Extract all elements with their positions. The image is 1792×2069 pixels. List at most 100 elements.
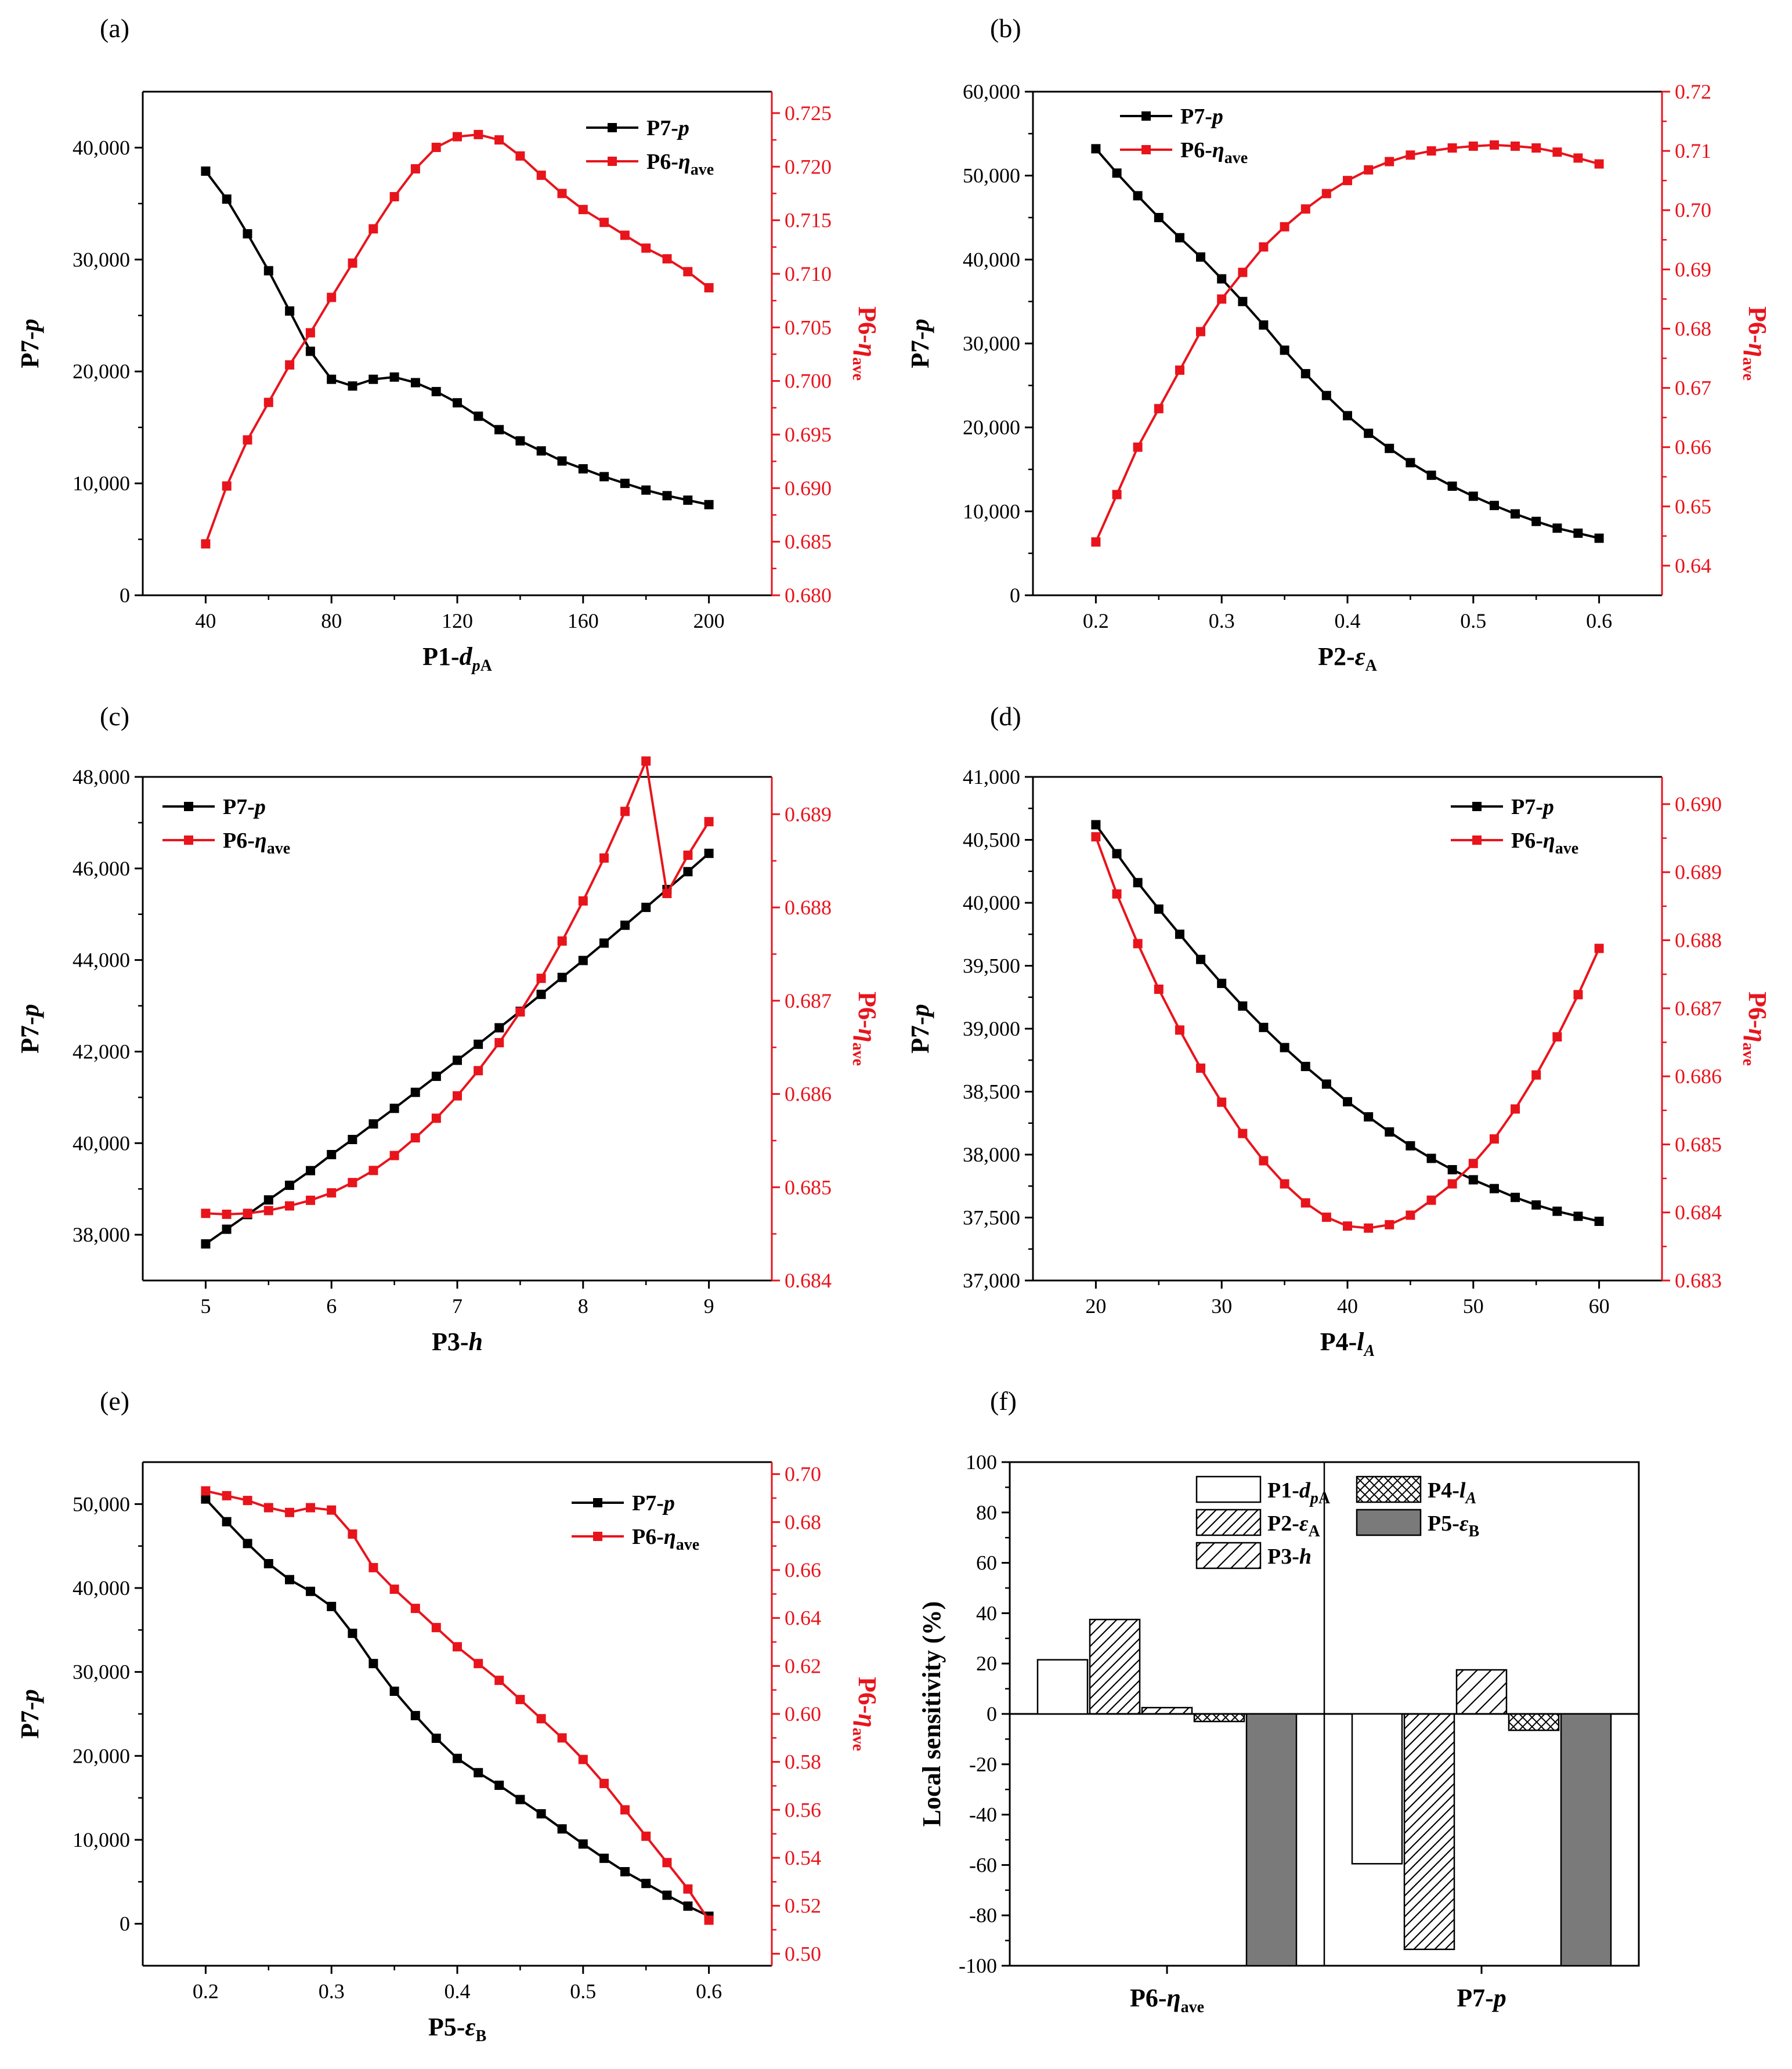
y-right-tick-label: 0.65 bbox=[1675, 495, 1711, 518]
data-point bbox=[1531, 516, 1541, 526]
data-point bbox=[662, 888, 672, 898]
data-point bbox=[348, 381, 357, 391]
x-tick-label: 30 bbox=[1211, 1294, 1232, 1318]
legend-marker bbox=[593, 1498, 602, 1507]
legend-label: P6-ηave bbox=[1511, 829, 1578, 858]
y-right-tick-label: 0.715 bbox=[785, 209, 832, 232]
data-point bbox=[222, 481, 232, 491]
bar bbox=[1141, 1706, 1193, 1715]
data-point bbox=[1385, 1220, 1394, 1229]
data-point bbox=[1385, 157, 1394, 167]
data-point bbox=[1573, 153, 1583, 163]
data-point bbox=[1343, 1221, 1352, 1231]
data-point bbox=[201, 1209, 211, 1218]
data-point bbox=[243, 1539, 252, 1549]
x-tick-label: 0.2 bbox=[193, 1980, 219, 2003]
data-point bbox=[1573, 528, 1583, 538]
y-left-tick-label: 50,000 bbox=[73, 1492, 130, 1515]
y-right-tick-label: 0.684 bbox=[1675, 1201, 1722, 1224]
data-point bbox=[1385, 443, 1394, 453]
y-right-tick-label: 0.54 bbox=[785, 1846, 821, 1869]
data-point bbox=[1259, 242, 1269, 252]
data-point bbox=[515, 1695, 525, 1705]
panel-c: (c) 5 6 7 8 9 38,000 40,000 42,000 44,000 46,000 48… bbox=[16, 701, 881, 1356]
x-axis-title: P4-lA bbox=[1320, 1328, 1375, 1360]
data-point bbox=[1217, 274, 1227, 284]
panel-a: (a) 40 80 120 160 200 0 10,000 20,000 30,000 40,00… bbox=[16, 13, 881, 675]
panel-label: (f) bbox=[990, 1386, 1017, 1416]
y-right-axis-title: P6-ηave bbox=[1739, 992, 1772, 1066]
bar bbox=[1245, 1713, 1298, 1967]
data-point bbox=[474, 129, 483, 139]
data-point bbox=[599, 1778, 609, 1788]
legend-marker bbox=[608, 157, 617, 166]
data-point bbox=[1091, 832, 1101, 842]
data-point bbox=[410, 1133, 420, 1143]
y-right-tick-label: 0.705 bbox=[785, 316, 832, 339]
data-point bbox=[1280, 1043, 1289, 1052]
data-point bbox=[1175, 1025, 1184, 1035]
data-point bbox=[389, 1104, 399, 1113]
data-point bbox=[1259, 1022, 1269, 1032]
data-point bbox=[683, 851, 693, 860]
data-point bbox=[1300, 204, 1310, 214]
x-tick-label: 5 bbox=[200, 1294, 211, 1318]
data-point bbox=[1343, 411, 1352, 421]
x-tick-label: 0.3 bbox=[319, 1980, 345, 2003]
data-point bbox=[578, 205, 588, 215]
y-tick-label: 60 bbox=[976, 1551, 997, 1575]
data-point bbox=[704, 817, 714, 827]
data-point bbox=[578, 896, 588, 906]
data-point bbox=[557, 936, 567, 946]
x-tick-label: 50 bbox=[1463, 1294, 1484, 1318]
y-left-tick-label: 40,000 bbox=[963, 891, 1020, 914]
data-point bbox=[263, 1503, 273, 1513]
data-point bbox=[368, 1166, 378, 1175]
data-point bbox=[327, 1505, 337, 1515]
data-point bbox=[453, 132, 462, 142]
data-point bbox=[201, 539, 211, 549]
data-point bbox=[1364, 165, 1374, 175]
data-point bbox=[1594, 533, 1604, 543]
data-point bbox=[494, 425, 504, 435]
y-right-tick-label: 0.64 bbox=[785, 1607, 821, 1630]
data-point bbox=[494, 1780, 504, 1790]
data-point bbox=[494, 1023, 504, 1033]
data-point bbox=[641, 1879, 651, 1889]
y-right-tick-label: 0.683 bbox=[1675, 1269, 1722, 1292]
data-point bbox=[620, 230, 630, 240]
data-point bbox=[431, 1072, 441, 1081]
data-point bbox=[453, 1753, 462, 1763]
data-point bbox=[704, 500, 714, 509]
data-point bbox=[1133, 878, 1143, 888]
x-tick-label: 0.4 bbox=[445, 1980, 471, 2003]
data-point bbox=[599, 853, 609, 863]
data-point bbox=[1490, 140, 1500, 150]
y-right-tick-label: 0.71 bbox=[1675, 139, 1711, 162]
x-tick-label: 60 bbox=[1589, 1294, 1610, 1318]
data-point bbox=[1195, 327, 1205, 337]
data-point bbox=[1238, 1001, 1248, 1011]
x-axis-title: P1-dpA bbox=[422, 642, 493, 675]
data-point bbox=[1238, 1128, 1248, 1138]
data-point bbox=[1154, 984, 1164, 994]
data-point bbox=[348, 258, 357, 268]
x-tick-label: 0.3 bbox=[1209, 609, 1235, 632]
data-point bbox=[515, 1007, 525, 1017]
y-right-tick-label: 0.710 bbox=[785, 262, 832, 285]
data-point bbox=[641, 485, 651, 495]
data-point bbox=[1426, 146, 1436, 156]
data-point bbox=[201, 1494, 211, 1504]
y-right-tick-label: 0.64 bbox=[1675, 554, 1711, 577]
y-left-tick-label: 0 bbox=[1010, 584, 1020, 607]
data-point bbox=[285, 306, 295, 316]
y-right-tick-label: 0.69 bbox=[1675, 258, 1711, 281]
data-point bbox=[431, 1623, 441, 1633]
data-point bbox=[1447, 1165, 1457, 1175]
data-point bbox=[599, 938, 609, 948]
y-left-tick-label: 37,500 bbox=[963, 1206, 1020, 1229]
data-point bbox=[536, 446, 546, 456]
legend-marker bbox=[593, 1532, 602, 1541]
x-tick-label: 0.6 bbox=[696, 1980, 722, 2003]
data-point bbox=[243, 1209, 252, 1218]
